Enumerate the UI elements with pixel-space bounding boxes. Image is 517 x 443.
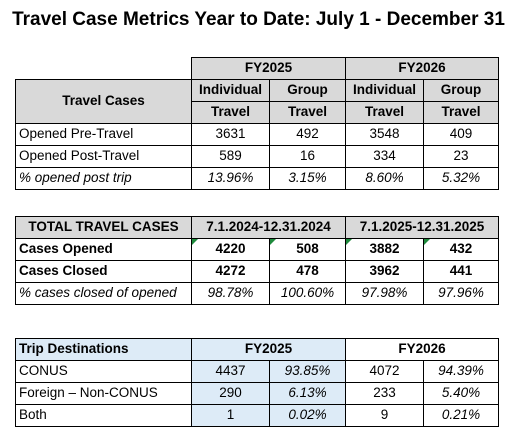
period-2025-header: 7.1.2025-12.31.2025 <box>345 216 499 239</box>
cell-value: 0.02% <box>268 404 347 427</box>
cell-value: 5.32% <box>423 167 500 190</box>
col-header-individual-fy2025: Individual <box>191 79 270 102</box>
cell-value: 9 <box>345 404 425 427</box>
cell-value: 97.98% <box>345 282 424 305</box>
trip-destinations-table: Trip Destinations FY2025 FY2026 CONUS 44… <box>15 338 500 427</box>
table-row: CONUS 4437 93.85% 4072 94.39% <box>15 360 500 383</box>
col-header-individual-fy2026: Individual <box>345 79 425 102</box>
cell-value: 16 <box>268 145 347 168</box>
table-row: Foreign – Non-CONUS 290 6.13% 233 5.40% <box>15 382 500 405</box>
row-label: Opened Post-Travel <box>15 145 192 168</box>
table-row: Both 1 0.02% 9 0.21% <box>15 404 500 427</box>
cell-value: 3882 <box>345 238 424 261</box>
travel-cases-table: FY2025 FY2026 Travel Cases Individual Gr… <box>15 57 500 190</box>
cell-value: 478 <box>269 260 346 283</box>
total-travel-cases-header: TOTAL TRAVEL CASES <box>15 216 192 239</box>
cell-value: 290 <box>191 382 270 405</box>
cell-value: 3962 <box>345 260 424 283</box>
cell-value: 13.96% <box>191 167 270 190</box>
cell-value: 4272 <box>191 260 270 283</box>
cell-value: 432 <box>423 238 499 261</box>
table-row: Cases Opened 4220 508 3882 432 <box>15 238 499 261</box>
period-2024-header: 7.1.2024-12.31.2024 <box>191 216 346 239</box>
cell-value: 5.40% <box>423 382 500 405</box>
cell-value: 233 <box>345 382 425 405</box>
col-header-group-fy2025-line2: Travel <box>268 101 347 124</box>
cell-value: 589 <box>191 145 270 168</box>
cell-value: 6.13% <box>268 382 347 405</box>
fy2025-header: FY2025 <box>190 338 347 361</box>
col-header-individual-fy2025-line2: Travel <box>191 101 270 124</box>
cell-value: 23 <box>423 145 500 168</box>
col-header-individual-fy2026-line2: Travel <box>345 101 425 124</box>
cell-value: 0.21% <box>423 404 500 427</box>
table-row: Cases Closed 4272 478 3962 441 <box>15 260 499 283</box>
cell-value: 4072 <box>345 360 425 383</box>
table-row: Opened Post-Travel 589 16 334 23 <box>15 145 500 168</box>
cell-value: 441 <box>423 260 499 283</box>
total-travel-cases-table: TOTAL TRAVEL CASES 7.1.2024-12.31.2024 7… <box>15 216 499 305</box>
cell-value: 97.96% <box>423 282 499 305</box>
table-row: % cases closed of opened 98.78% 100.60% … <box>15 282 499 305</box>
cell-value: 334 <box>345 145 425 168</box>
fy2025-header: FY2025 <box>190 57 347 80</box>
cell-value: 3.15% <box>268 167 347 190</box>
col-header-group-fy2026-line2: Travel <box>423 101 500 124</box>
cell-value: 3548 <box>345 123 425 146</box>
col-header-group-fy2026: Group <box>423 79 500 102</box>
cell-value: 1 <box>191 404 270 427</box>
cell-value: 93.85% <box>268 360 347 383</box>
fy2026-header: FY2026 <box>345 338 500 361</box>
cell-value: 8.60% <box>345 167 425 190</box>
row-label: Foreign – Non-CONUS <box>15 382 192 405</box>
cell-value: 94.39% <box>423 360 500 383</box>
row-label: Opened Pre-Travel <box>15 123 192 146</box>
cell-value: 4437 <box>191 360 270 383</box>
row-label: Both <box>15 404 192 427</box>
col-header-group-fy2025: Group <box>268 79 347 102</box>
row-label: Cases Closed <box>15 260 192 283</box>
row-label: % opened post trip <box>15 167 192 190</box>
row-label: Cases Opened <box>15 238 192 261</box>
cell-value: 492 <box>268 123 347 146</box>
trip-destinations-header: Trip Destinations <box>15 338 192 361</box>
page-title: Travel Case Metrics Year to Date: July 1… <box>12 9 505 30</box>
fy2026-header: FY2026 <box>345 57 500 80</box>
row-label: CONUS <box>15 360 192 383</box>
cell-value: 409 <box>423 123 500 146</box>
row-label: % cases closed of opened <box>15 282 192 305</box>
table-row: % opened post trip 13.96% 3.15% 8.60% 5.… <box>15 167 500 190</box>
cell-value: 508 <box>269 238 346 261</box>
travel-cases-row-header: Travel Cases <box>15 79 192 124</box>
table-row: Opened Pre-Travel 3631 492 3548 409 <box>15 123 500 146</box>
cell-value: 98.78% <box>191 282 270 305</box>
cell-value: 4220 <box>191 238 270 261</box>
empty-corner-cell <box>15 57 192 80</box>
cell-value: 100.60% <box>269 282 346 305</box>
cell-value: 3631 <box>191 123 270 146</box>
